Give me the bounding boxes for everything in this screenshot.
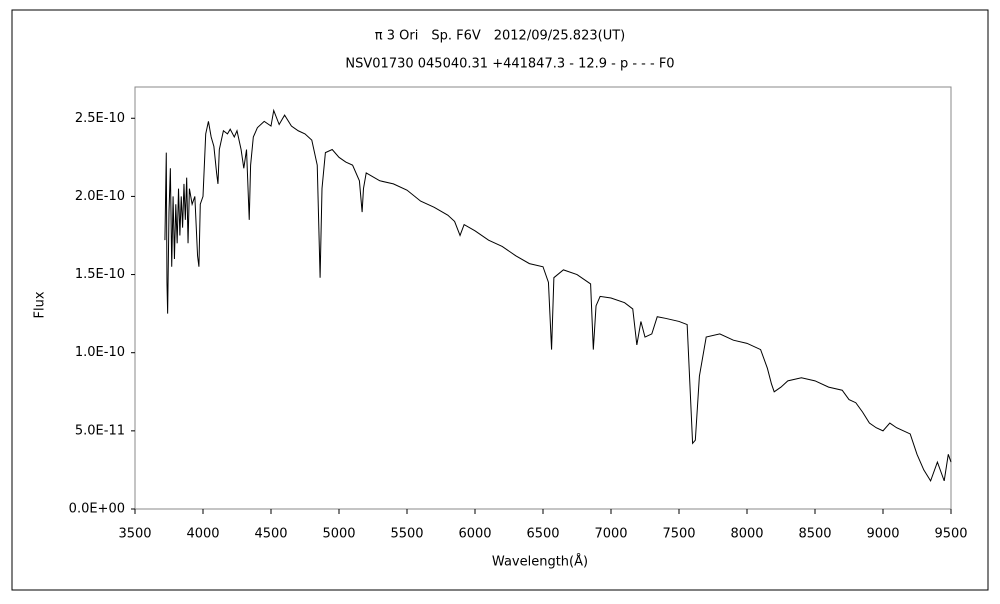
x-tick-label: 5500 [390,527,423,542]
x-axis-label: Wavelength(Å) [492,554,588,570]
x-tick-label: 8500 [798,527,831,542]
x-tick-label: 7000 [594,527,627,542]
chart-title: π 3 Ori Sp. F6V 2012/09/25.823(UT) [375,29,625,44]
x-tick-label: 6000 [458,527,491,542]
frame [11,9,989,591]
y-tick-label: 1.0E-10 [75,345,125,360]
x-tick-label: 4500 [254,527,287,542]
y-axis-label: Flux [33,291,48,318]
spectrum-line [164,108,952,483]
x-tick-label: 9000 [866,527,899,542]
x-tick-label: 4000 [186,527,219,542]
y-tick-label: 2.5E-10 [75,111,125,126]
y-tick-label: 1.5E-10 [75,267,125,282]
chart-subtitle: NSV01730 045040.31 +441847.3 - 12.9 - p … [345,57,674,72]
x-tick-label: 7500 [662,527,695,542]
x-tick-label: 6500 [526,527,559,542]
x-tick-label: 3500 [118,527,151,542]
y-tick-label: 5.0E-11 [75,423,125,438]
x-tick-label: 5000 [322,527,355,542]
y-tick-label: 0.0E+00 [69,502,125,517]
y-tick-label: 2.0E-10 [75,189,125,204]
x-tick-label: 8000 [730,527,763,542]
x-tick-label: 9500 [934,527,967,542]
